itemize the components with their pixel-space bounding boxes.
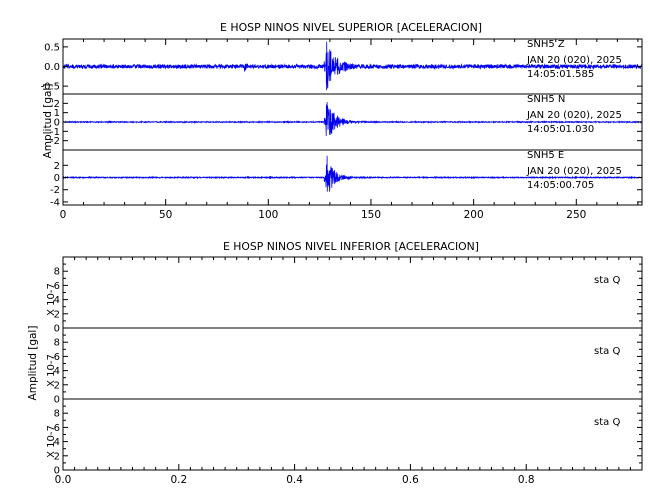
time-label: 14:05:01.030 — [527, 124, 594, 135]
y-tick-label: 4 — [54, 437, 60, 448]
y-tick-label: 6 — [54, 352, 60, 363]
x-tick-label: 0.0 — [55, 474, 72, 486]
station-label: SNH5 E — [527, 150, 564, 161]
top-chart-title: E HOSP NINOS NIVEL SUPERIOR [ACELERACION… — [220, 22, 482, 34]
top-panel-e: 20-2-4 — [50, 149, 643, 208]
scale-label: X 10-7 — [46, 283, 57, 316]
y-tick-label: -4 — [50, 197, 60, 208]
x-tick-label: 150 — [361, 209, 381, 221]
bottom-chart-title: E HOSP NINOS NIVEL INFERIOR [ACELERACION… — [223, 241, 479, 253]
y-tick-label: 8 — [54, 267, 60, 278]
y-tick-label: 1 — [54, 108, 60, 119]
y-tick-label: 0 — [54, 118, 60, 129]
y-tick-label: 0.5 — [44, 42, 60, 53]
y-tick-label: 2 — [54, 380, 60, 391]
scale-label: X 10-7 — [46, 354, 57, 387]
y-tick-label: -2 — [50, 136, 60, 147]
x-tick-label: 0.8 — [518, 474, 535, 486]
y-tick-label: 0 — [54, 466, 60, 477]
y-tick-label: 8 — [54, 338, 60, 349]
y-tick-label: 0 — [54, 324, 60, 335]
x-tick-label: 0.4 — [286, 474, 303, 486]
top-y-axis-label: Amplitud [gal] — [42, 84, 54, 159]
panel-frame — [62, 398, 643, 471]
date-label: JAN 20 (020), 2025 — [526, 55, 622, 66]
y-tick-label: -2 — [50, 185, 60, 196]
date-label: JAN 20 (020), 2025 — [526, 110, 622, 121]
y-tick-label: 4 — [54, 366, 60, 377]
bottom-y-axis-label: Amplitud [gal] — [27, 326, 39, 401]
waveform-snh5-e — [62, 155, 643, 192]
x-tick-label: 0 — [60, 209, 67, 221]
y-tick-label: 0 — [54, 173, 60, 184]
station-label: sta Q — [594, 417, 620, 428]
y-tick-label: -1 — [50, 127, 60, 138]
y-tick-label: 4 — [54, 295, 60, 306]
scale-label: X 10-7 — [46, 425, 57, 458]
waveform-snh5-z — [62, 41, 643, 91]
x-tick-label: 50 — [159, 209, 172, 221]
panel-frame — [62, 327, 643, 400]
x-tick-label: 100 — [258, 209, 278, 221]
y-tick-label: 2 — [54, 451, 60, 462]
bottom-panel-1 — [62, 256, 643, 329]
time-label: 14:05:00.705 — [527, 180, 594, 191]
bottom-panel-2 — [62, 327, 643, 400]
station-label: SNH5 N — [527, 94, 565, 105]
x-tick-label: 250 — [566, 209, 586, 221]
y-tick-label: 6 — [54, 281, 60, 292]
bottom-panel-3 — [62, 398, 643, 471]
x-tick-label: 0.6 — [402, 474, 419, 486]
y-tick-label: 0.0 — [44, 62, 60, 73]
y-tick-label: 8 — [54, 409, 60, 420]
date-label: JAN 20 (020), 2025 — [526, 166, 622, 177]
y-tick-label: 2 — [54, 99, 60, 110]
x-tick-label: 0.2 — [170, 474, 187, 486]
y-tick-label: 0 — [54, 395, 60, 406]
station-label: sta Q — [594, 275, 620, 286]
y-tick-label: 6 — [54, 423, 60, 434]
station-label: SNH5 Z — [527, 39, 565, 50]
waveform-snh5-n — [62, 102, 643, 136]
y-tick-label: 2 — [54, 161, 60, 172]
time-label: 14:05:01.585 — [527, 69, 594, 80]
y-tick-label: -0.5 — [40, 82, 60, 93]
station-label: sta Q — [594, 346, 620, 357]
y-tick-label: 2 — [54, 309, 60, 320]
x-tick-label: 200 — [464, 209, 484, 221]
panel-frame — [62, 256, 643, 329]
